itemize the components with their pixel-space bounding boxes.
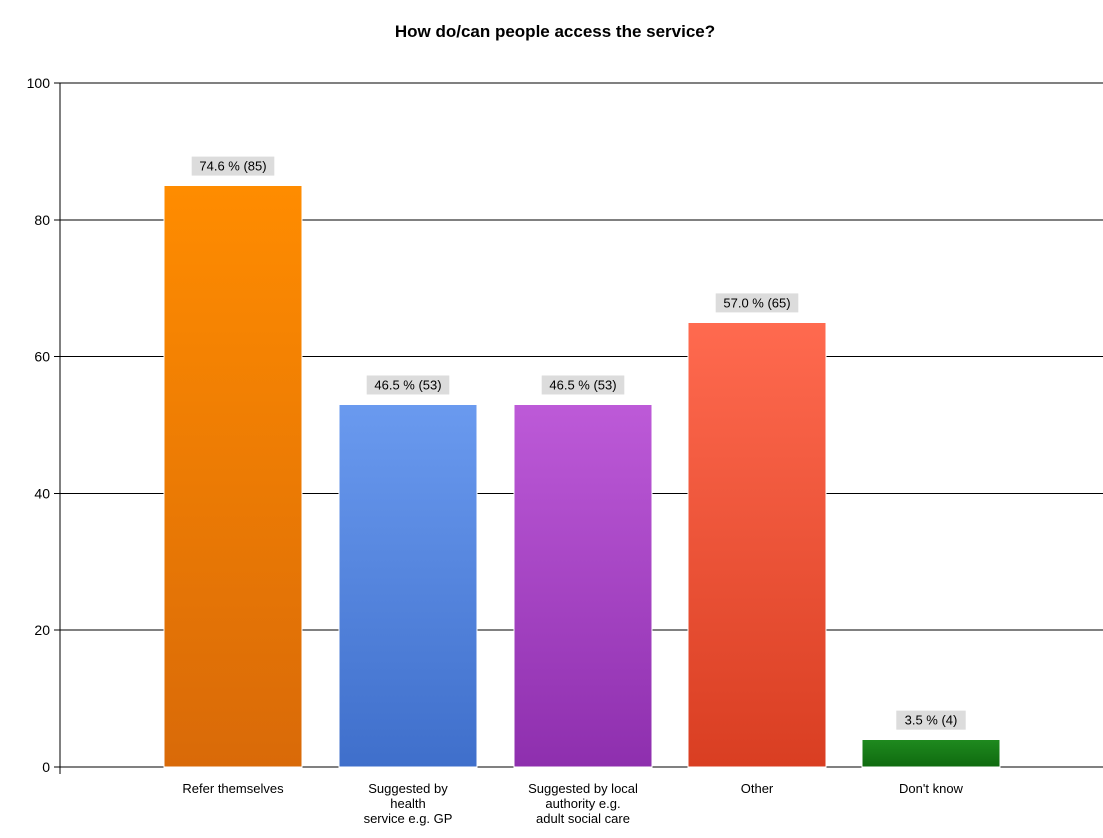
data-label: 57.0 % (65): [715, 293, 799, 313]
bar-3: [687, 321, 827, 768]
data-label-background: [366, 375, 450, 395]
bar-4: [861, 739, 1001, 768]
data-label-background: [896, 710, 966, 730]
y-tick-label: 40: [34, 485, 50, 501]
bar-1: [338, 403, 478, 768]
category-label: Refer themselves: [182, 781, 284, 796]
data-label: 46.5 % (53): [366, 375, 450, 395]
bar-2: [513, 403, 653, 768]
chart-title: How do/can people access the service?: [395, 22, 715, 41]
y-tick-label: 80: [34, 212, 50, 228]
data-label-text: 46.5 % (53): [374, 377, 441, 392]
bar-0: [163, 185, 303, 768]
data-label-text: 74.6 % (85): [199, 159, 266, 174]
category-label: Suggested by local authority e.g. adult so…: [528, 781, 638, 826]
data-label-text: 46.5 % (53): [549, 377, 616, 392]
data-label-text: 57.0 % (65): [723, 295, 790, 310]
data-label-text: 3.5 % (4): [905, 713, 958, 728]
data-label: 74.6 % (85): [191, 156, 275, 176]
category-label: Don't know: [899, 781, 964, 796]
y-tick-label: 60: [34, 349, 50, 365]
y-tick-label: 100: [27, 75, 51, 91]
data-label-background: [715, 293, 799, 313]
category-labels: Refer themselves Suggested by health servic…: [182, 781, 963, 826]
data-labels: 74.6 % (85) 46.5 % (53) 46.5 % (53) 57.0 % …: [191, 156, 966, 730]
data-label-background: [191, 156, 275, 176]
y-tick-label: 20: [34, 622, 50, 638]
category-label: Other: [741, 781, 774, 796]
bars: [163, 185, 1001, 768]
data-label: 46.5 % (53): [541, 375, 625, 395]
category-label: Suggested by health service e.g. GP: [364, 781, 453, 826]
data-label-background: [541, 375, 625, 395]
data-label: 3.5 % (4): [896, 710, 966, 730]
y-tick-label: 0: [42, 759, 50, 775]
